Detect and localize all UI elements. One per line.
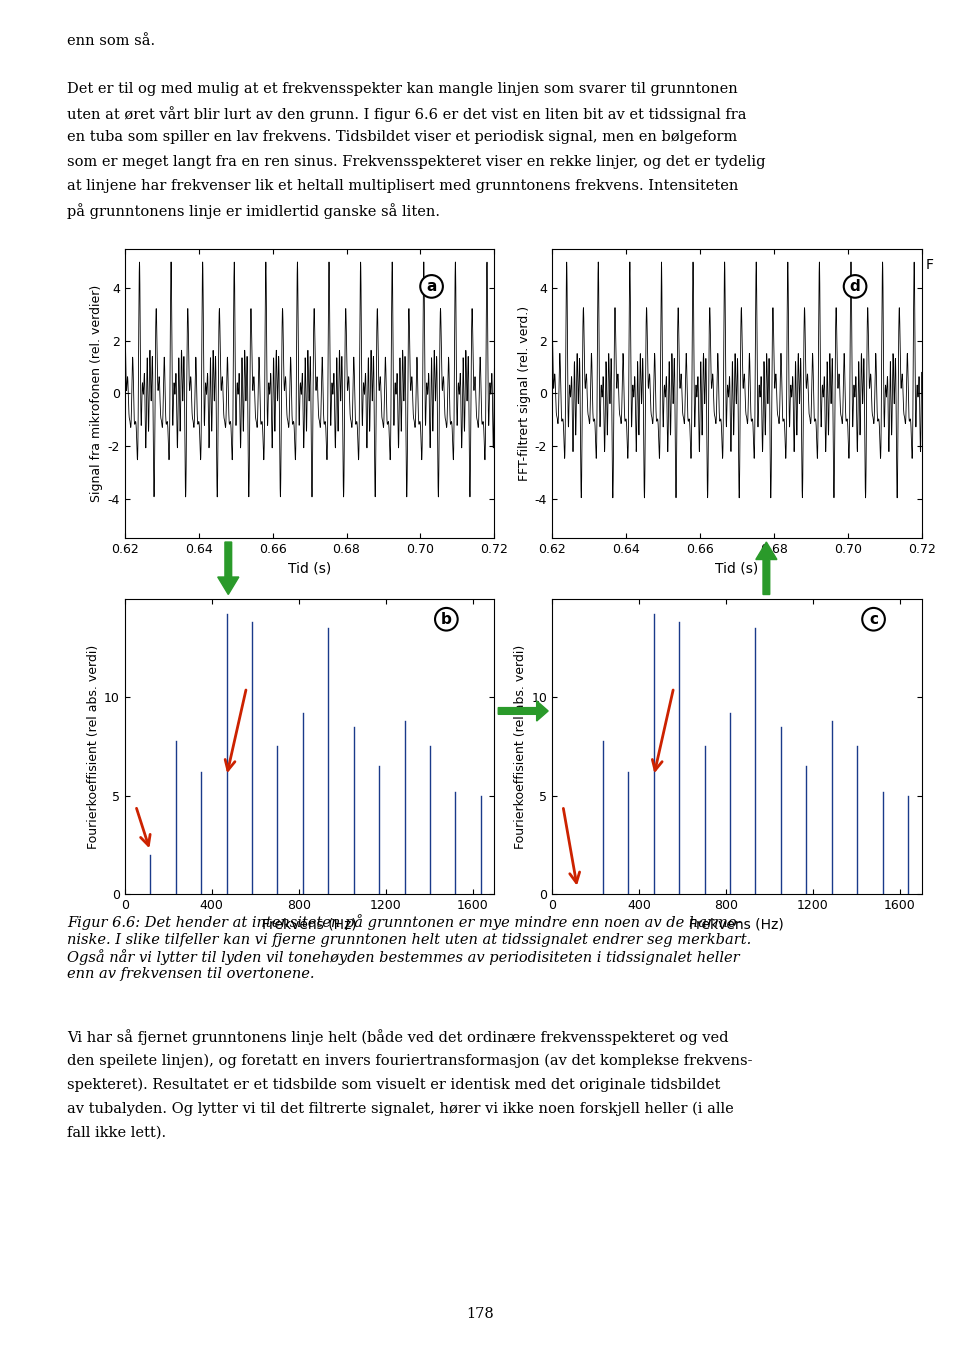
Text: at linjene har frekvenser lik et heltall multiplisert med grunntonens frekvens. : at linjene har frekvenser lik et heltall… [67, 179, 738, 192]
Y-axis label: Signal fra mikrofonen (rel. verdier): Signal fra mikrofonen (rel. verdier) [90, 285, 104, 502]
Text: a: a [426, 278, 437, 295]
Y-axis label: Fourierkoeffisient (rel abs. verdi): Fourierkoeffisient (rel abs. verdi) [87, 644, 100, 849]
Y-axis label: FFT-filtrert signal (rel. verd.): FFT-filtrert signal (rel. verd.) [517, 305, 531, 482]
Text: 178: 178 [467, 1307, 493, 1321]
X-axis label: Frekvens (Hz): Frekvens (Hz) [262, 917, 357, 932]
Text: en tuba som spiller en lav frekvens. Tidsbildet viser et periodisk signal, men e: en tuba som spiller en lav frekvens. Tid… [67, 130, 737, 144]
X-axis label: Tid (s): Tid (s) [715, 561, 758, 576]
Text: den speilete linjen), og foretatt en invers fouriertransformasjon (av det komple: den speilete linjen), og foretatt en inv… [67, 1053, 753, 1068]
Text: Det er til og med mulig at et frekvensspekter kan mangle linjen som svarer til g: Det er til og med mulig at et frekvenssp… [67, 82, 738, 95]
Y-axis label: Fourierkoeffisient (rel abs. verdi): Fourierkoeffisient (rel abs. verdi) [515, 644, 527, 849]
Text: spekteret). Resultatet er et tidsbilde som visuelt er identisk med det originale: spekteret). Resultatet er et tidsbilde s… [67, 1077, 721, 1092]
Text: F: F [925, 257, 933, 272]
Text: på grunntonens linje er imidlertid ganske så liten.: på grunntonens linje er imidlertid gansk… [67, 203, 441, 219]
X-axis label: Frekvens (Hz): Frekvens (Hz) [689, 917, 784, 932]
Text: fall ikke lett).: fall ikke lett). [67, 1126, 166, 1139]
Text: som er meget langt fra en ren sinus. Frekvensspekteret viser en rekke linjer, og: som er meget langt fra en ren sinus. Fre… [67, 155, 766, 168]
Text: c: c [869, 612, 878, 627]
Text: d: d [850, 278, 860, 295]
Text: b: b [441, 612, 452, 627]
X-axis label: Tid (s): Tid (s) [288, 561, 331, 576]
Text: av tubalyden. Og lytter vi til det filtrerte signalet, hører vi ikke noen forskj: av tubalyden. Og lytter vi til det filtr… [67, 1102, 734, 1116]
Text: Vi har så fjernet grunntonens linje helt (både ved det ordinære frekvensspektere: Vi har så fjernet grunntonens linje helt… [67, 1029, 729, 1045]
Text: uten at øret vårt blir lurt av den grunn. I figur 6.6 er det vist en liten bit a: uten at øret vårt blir lurt av den grunn… [67, 106, 747, 122]
Text: Figur 6.6: Det hender at intensiteten på grunntonen er mye mindre enn noen av de: Figur 6.6: Det hender at intensiteten på… [67, 915, 752, 982]
Text: enn som så.: enn som så. [67, 34, 156, 47]
